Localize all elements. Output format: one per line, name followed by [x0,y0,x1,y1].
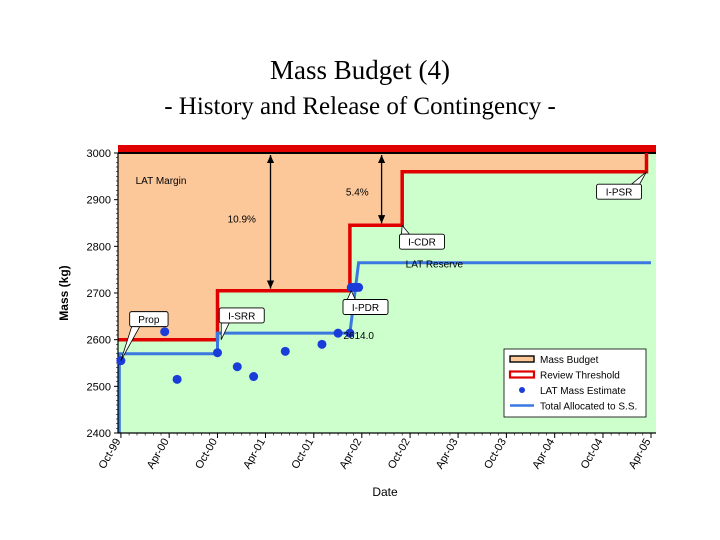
legend-label: Total Allocated to S.S. [540,402,637,413]
y-tick-label: 2400 [87,428,111,440]
callout-label: Prop [138,315,160,326]
total-allocated-line [117,261,651,433]
review-threshold-line [118,153,649,342]
chart-annotation: LAT Margin [136,176,187,187]
chart-annotation: 10.9% [228,214,256,225]
x-tick-label: Apr-01 [241,437,268,472]
lat-mass-estimate-point [345,328,355,338]
chart-annotation: LAT Reserve [406,260,464,271]
y-tick-label: 2600 [87,335,111,347]
lat-mass-estimate-point [333,328,343,338]
callout-label: I-CDR [408,238,436,249]
callout-box [399,233,445,250]
callout-label: I-PSR [606,188,633,199]
lat-mass-estimate-point [212,348,222,358]
x-tick-label: Oct-99 [97,437,124,472]
lat-mass-estimate-point [160,327,170,337]
y-axis-title: Mass (kg) [57,265,71,320]
y-tick-label: 2500 [87,381,111,393]
lat-mass-estimate-point [317,339,327,349]
x-tick-label: Apr-00 [145,437,172,472]
x-tick-label: Apr-05 [627,437,654,472]
y-tick-label: 3000 [87,148,111,160]
chart-annotation: 5.4% [346,187,369,198]
callout-box [218,307,265,324]
lat-mass-estimate-point [354,282,364,292]
lat-mass-estimate-point [249,372,259,382]
callout-box [342,299,389,315]
lat-margin-area [118,153,647,340]
callout-label: I-SRR [228,311,255,322]
x-tick-label: Oct-03 [482,436,509,471]
chart-annotation: 2614.0 [343,331,374,342]
x-tick-label: Oct-04 [579,437,606,472]
x-tick-label: Apr-03 [434,437,461,472]
callout-label: I-PDR [352,303,379,314]
legend-swatch [519,387,525,393]
legend-label: LAT Mass Estimate [540,386,626,397]
x-tick-label: Oct-01 [289,437,316,472]
x-tick-label: Apr-02 [337,437,364,472]
mass-budget-band [118,145,656,153]
x-axis-title: Date [372,485,398,499]
callout-box [129,311,169,328]
legend-swatch [508,370,536,379]
slide-subtitle: - History and Release of Contingency - [164,93,556,120]
x-tick-label: Oct-00 [193,437,220,472]
slide-title: Mass Budget (4) [270,55,450,85]
legend-label: Review Threshold [540,371,620,382]
legend-label: Mass Budget [540,355,599,366]
y-tick-label: 2800 [87,241,111,253]
callout-box [596,183,643,200]
lat-mass-estimate-point [280,346,290,356]
lat-mass-estimate-point [232,362,242,372]
x-tick-label: Apr-04 [530,437,557,472]
legend-swatch [509,355,535,363]
lat-mass-estimate-point [172,374,182,384]
y-tick-label: 2700 [87,288,111,300]
y-tick-label: 2900 [87,195,111,207]
x-tick-label: Oct-02 [386,437,413,472]
